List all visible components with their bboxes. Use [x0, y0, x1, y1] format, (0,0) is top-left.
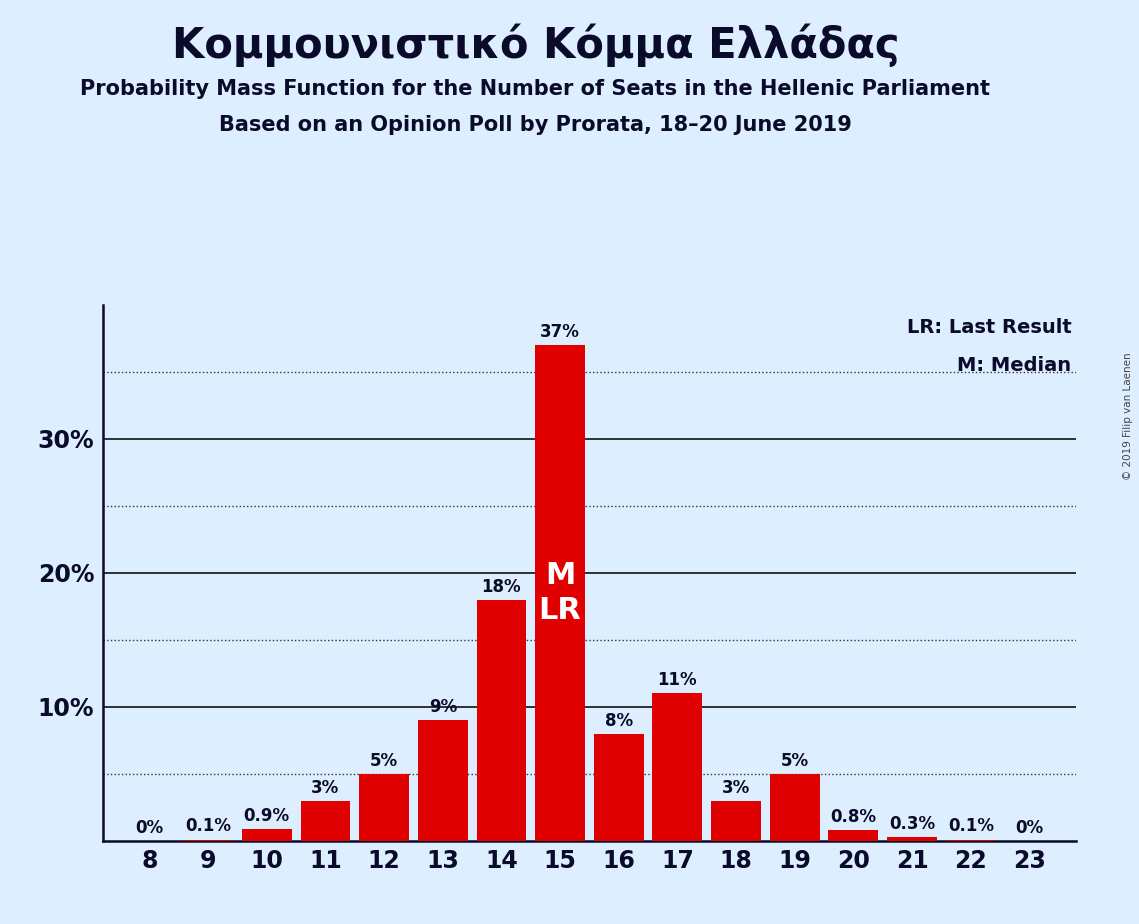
- Bar: [770, 774, 820, 841]
- Text: Κομμουνιστικό Κόμμα Ελλάδας: Κομμουνιστικό Κόμμα Ελλάδας: [172, 23, 899, 67]
- Bar: [711, 800, 761, 841]
- Text: © 2019 Filip van Laenen: © 2019 Filip van Laenen: [1123, 352, 1133, 480]
- Text: 11%: 11%: [657, 672, 697, 689]
- Text: M: Median: M: Median: [958, 356, 1072, 375]
- Text: 3%: 3%: [722, 779, 751, 796]
- Text: 0.1%: 0.1%: [186, 818, 231, 835]
- Text: 0%: 0%: [1015, 819, 1043, 837]
- Bar: [535, 346, 585, 841]
- Text: 5%: 5%: [780, 752, 809, 770]
- Text: LR: Last Result: LR: Last Result: [907, 319, 1072, 337]
- Text: 9%: 9%: [428, 699, 457, 716]
- Text: 0%: 0%: [136, 819, 164, 837]
- Text: 0.3%: 0.3%: [890, 815, 935, 833]
- Bar: [476, 600, 526, 841]
- Text: Based on an Opinion Poll by Prorata, 18–20 June 2019: Based on an Opinion Poll by Prorata, 18–…: [219, 115, 852, 135]
- Bar: [653, 693, 703, 841]
- Text: 8%: 8%: [605, 711, 633, 730]
- Text: 0.9%: 0.9%: [244, 807, 289, 825]
- Bar: [593, 734, 644, 841]
- Text: 18%: 18%: [482, 578, 522, 596]
- Bar: [945, 840, 995, 841]
- Text: 0.8%: 0.8%: [830, 808, 876, 826]
- Bar: [359, 774, 409, 841]
- Text: 3%: 3%: [311, 779, 339, 796]
- Text: M
LR: M LR: [539, 561, 582, 626]
- Text: 0.1%: 0.1%: [948, 818, 993, 835]
- Bar: [241, 829, 292, 841]
- Bar: [183, 840, 233, 841]
- Text: Probability Mass Function for the Number of Seats in the Hellenic Parliament: Probability Mass Function for the Number…: [81, 79, 990, 99]
- Bar: [418, 721, 468, 841]
- Bar: [301, 800, 351, 841]
- Text: 37%: 37%: [540, 323, 580, 341]
- Bar: [887, 837, 937, 841]
- Bar: [828, 830, 878, 841]
- Text: 5%: 5%: [370, 752, 399, 770]
